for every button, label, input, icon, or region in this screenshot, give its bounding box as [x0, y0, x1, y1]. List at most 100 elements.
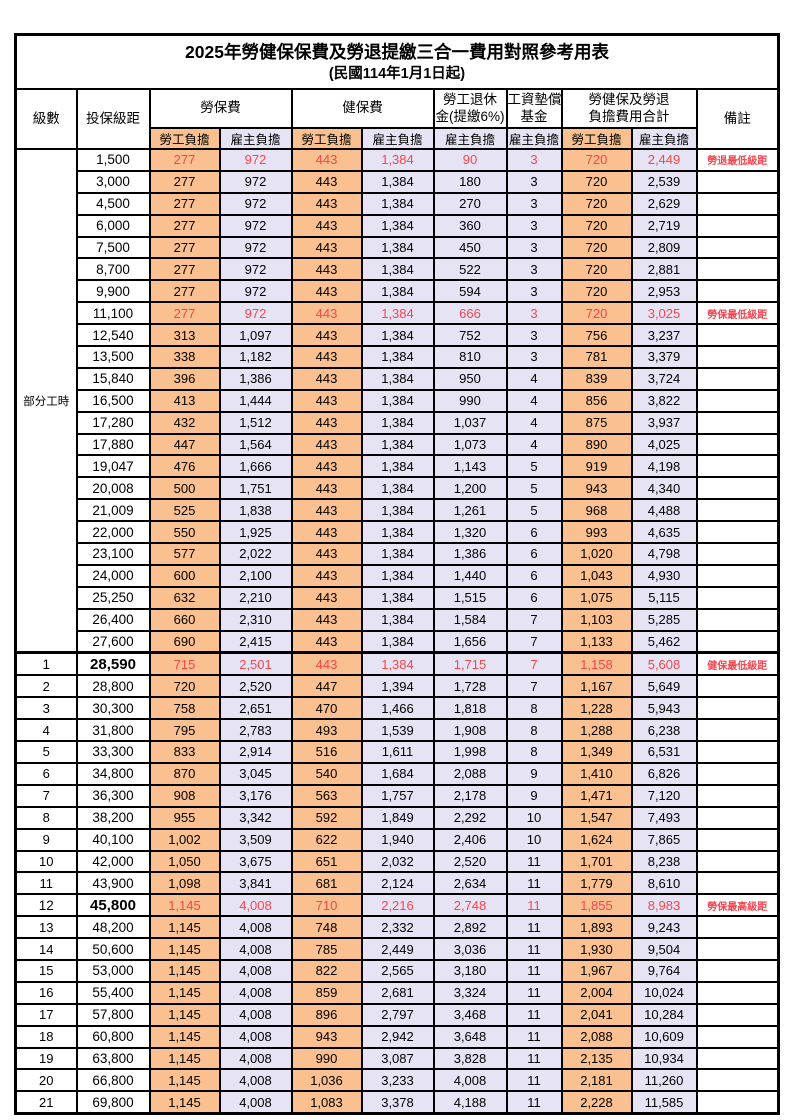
table-row: 3,000 277 972 443 1,384 180 3 720 2,539	[16, 169, 780, 194]
level-cell: 2	[14, 674, 78, 699]
health-ins-employer-cell: 1,384	[360, 279, 435, 304]
labor-ins-employer-cell: 972	[218, 301, 293, 326]
level-cell: 5	[14, 740, 78, 764]
labor-ins-employee-cell: 338	[148, 345, 221, 369]
salary-bracket-cell: 50,600	[75, 937, 151, 961]
wage-fund-employer-cell: 3	[505, 301, 563, 326]
health-ins-employer-cell: 1,384	[360, 301, 435, 326]
remark-cell	[695, 410, 780, 435]
subheader-health-employer: 雇主負擔	[360, 127, 435, 150]
pension-employer-cell: 1,073	[432, 432, 508, 457]
total-employer-cell: 11,585	[630, 1090, 698, 1115]
health-ins-employee-cell: 943	[290, 1024, 363, 1049]
pension-employer-cell: 90	[432, 148, 508, 172]
remark-cell: 健保最低級距	[695, 651, 780, 677]
health-ins-employer-cell: 1,384	[360, 213, 435, 238]
table-row: 4,500 277 972 443 1,384 270 3 720 2,629	[16, 191, 780, 216]
labor-ins-employee-cell: 277	[148, 279, 221, 304]
wage-fund-employer-cell: 9	[505, 783, 563, 808]
total-employee-cell: 720	[560, 279, 633, 304]
level-cell: 9	[14, 827, 78, 852]
total-employer-cell: 10,609	[630, 1024, 698, 1049]
subheader-total-employer: 雇主負擔	[630, 127, 698, 150]
health-ins-employer-cell: 1,384	[360, 607, 435, 632]
level-cell: 16	[14, 980, 78, 1005]
total-employee-cell: 943	[560, 476, 633, 501]
health-ins-employee-cell: 563	[290, 783, 363, 808]
remark-cell	[695, 805, 780, 830]
total-employer-cell: 9,764	[630, 958, 698, 983]
level-cell: 17	[14, 1002, 78, 1027]
page-subtitle: (民國114年1月1日起)	[328, 66, 466, 83]
health-ins-employee-cell: 710	[290, 893, 363, 918]
remark-cell	[695, 629, 780, 655]
remark-cell	[695, 783, 780, 808]
pension-employer-cell: 2,178	[432, 783, 508, 808]
total-employer-cell: 3,822	[630, 388, 698, 413]
total-employee-cell: 1,349	[560, 740, 633, 764]
table-row: 15 53,000 1,145 4,008 822 2,565 3,180 11 1,967 9,…	[14, 958, 780, 983]
salary-bracket-cell: 13,500	[75, 345, 151, 369]
table-row: 18 60,800 1,145 4,008 943 2,942 3,648 11 2,088 10…	[14, 1024, 780, 1049]
health-ins-employer-cell: 1,384	[360, 432, 435, 457]
remark-cell	[695, 1024, 780, 1049]
health-ins-employee-cell: 443	[290, 520, 363, 545]
labor-ins-employee-cell: 660	[148, 607, 221, 632]
table-row: 11,100 277 972 443 1,384 666 3 720 3,025 勞保最低級距	[16, 301, 780, 326]
total-employee-cell: 720	[560, 169, 633, 194]
subheader-pension-employer: 雇主負擔	[432, 127, 508, 150]
col-header-wage-fund: 工資墊償 基金	[505, 88, 563, 129]
total-employer-cell: 2,953	[630, 279, 698, 304]
level-cell: 1	[14, 651, 78, 677]
salary-bracket-cell: 20,008	[75, 476, 151, 501]
level-group-cell: 部分工時	[14, 148, 78, 654]
labor-ins-employer-cell: 3,342	[218, 805, 293, 830]
labor-ins-employer-cell: 1,925	[218, 520, 293, 545]
wage-fund-employer-cell: 6	[505, 585, 563, 610]
health-ins-employee-cell: 443	[290, 498, 363, 523]
health-ins-employee-cell: 443	[290, 454, 363, 479]
pension-employer-cell: 1,818	[432, 696, 508, 721]
labor-ins-employee-cell: 833	[148, 740, 221, 764]
labor-ins-employer-cell: 3,841	[218, 871, 293, 896]
table-row: 6,000 277 972 443 1,384 360 3 720 2,719	[16, 213, 780, 238]
salary-bracket-cell: 26,400	[75, 607, 151, 632]
health-ins-employer-cell: 3,087	[360, 1046, 435, 1071]
wage-fund-employer-cell: 11	[505, 893, 563, 918]
table-row: 20,008 500 1,751 443 1,384 1,200 5 943 4,340	[16, 476, 780, 501]
labor-ins-employer-cell: 3,675	[218, 849, 293, 874]
wage-fund-header-line1: 工資墊償	[507, 91, 562, 107]
total-header-line2: 負擔費用合計	[588, 108, 670, 124]
table-row: 13 48,200 1,145 4,008 748 2,332 2,892 11 1,893 9,…	[14, 915, 780, 940]
labor-ins-employee-cell: 396	[148, 366, 221, 391]
labor-ins-employee-cell: 1,145	[148, 893, 221, 918]
level-cell: 21	[14, 1090, 78, 1115]
remark-cell	[695, 761, 780, 786]
total-employee-cell: 720	[560, 301, 633, 326]
pension-employer-cell: 360	[432, 213, 508, 238]
pension-employer-cell: 2,292	[432, 805, 508, 830]
total-employee-cell: 2,135	[560, 1046, 633, 1071]
total-employee-cell: 1,288	[560, 718, 633, 743]
wage-fund-employer-cell: 11	[505, 915, 563, 940]
health-ins-employer-cell: 1,384	[360, 148, 435, 172]
col-header-pension: 勞工退休 金(提繳6%)	[432, 88, 508, 129]
table-row: 10 42,000 1,050 3,675 651 2,032 2,520 11 1,701 8,…	[14, 849, 780, 874]
labor-ins-employee-cell: 1,050	[148, 849, 221, 874]
total-employee-cell: 1,701	[560, 849, 633, 874]
labor-ins-employer-cell: 1,564	[218, 432, 293, 457]
labor-ins-employee-cell: 447	[148, 432, 221, 457]
total-employee-cell: 993	[560, 520, 633, 545]
labor-ins-employer-cell: 972	[218, 169, 293, 194]
health-ins-employee-cell: 622	[290, 827, 363, 852]
total-employee-cell: 720	[560, 148, 633, 172]
pension-header-line1: 勞工退休	[443, 91, 497, 107]
total-employer-cell: 6,826	[630, 761, 698, 786]
table-row: 17 57,800 1,145 4,008 896 2,797 3,468 11 2,041 10…	[14, 1002, 780, 1027]
table-body: 部分工時 1,500 277 972 443 1,384 90 3 720 2,449 勞退最低級距…	[14, 148, 780, 1115]
table-row: 12 45,800 1,145 4,008 710 2,216 2,748 11 1,855 8,…	[14, 893, 780, 918]
labor-ins-employee-cell: 413	[148, 388, 221, 413]
pension-employer-cell: 1,200	[432, 476, 508, 501]
total-employer-cell: 8,610	[630, 871, 698, 896]
total-employer-cell: 2,539	[630, 169, 698, 194]
